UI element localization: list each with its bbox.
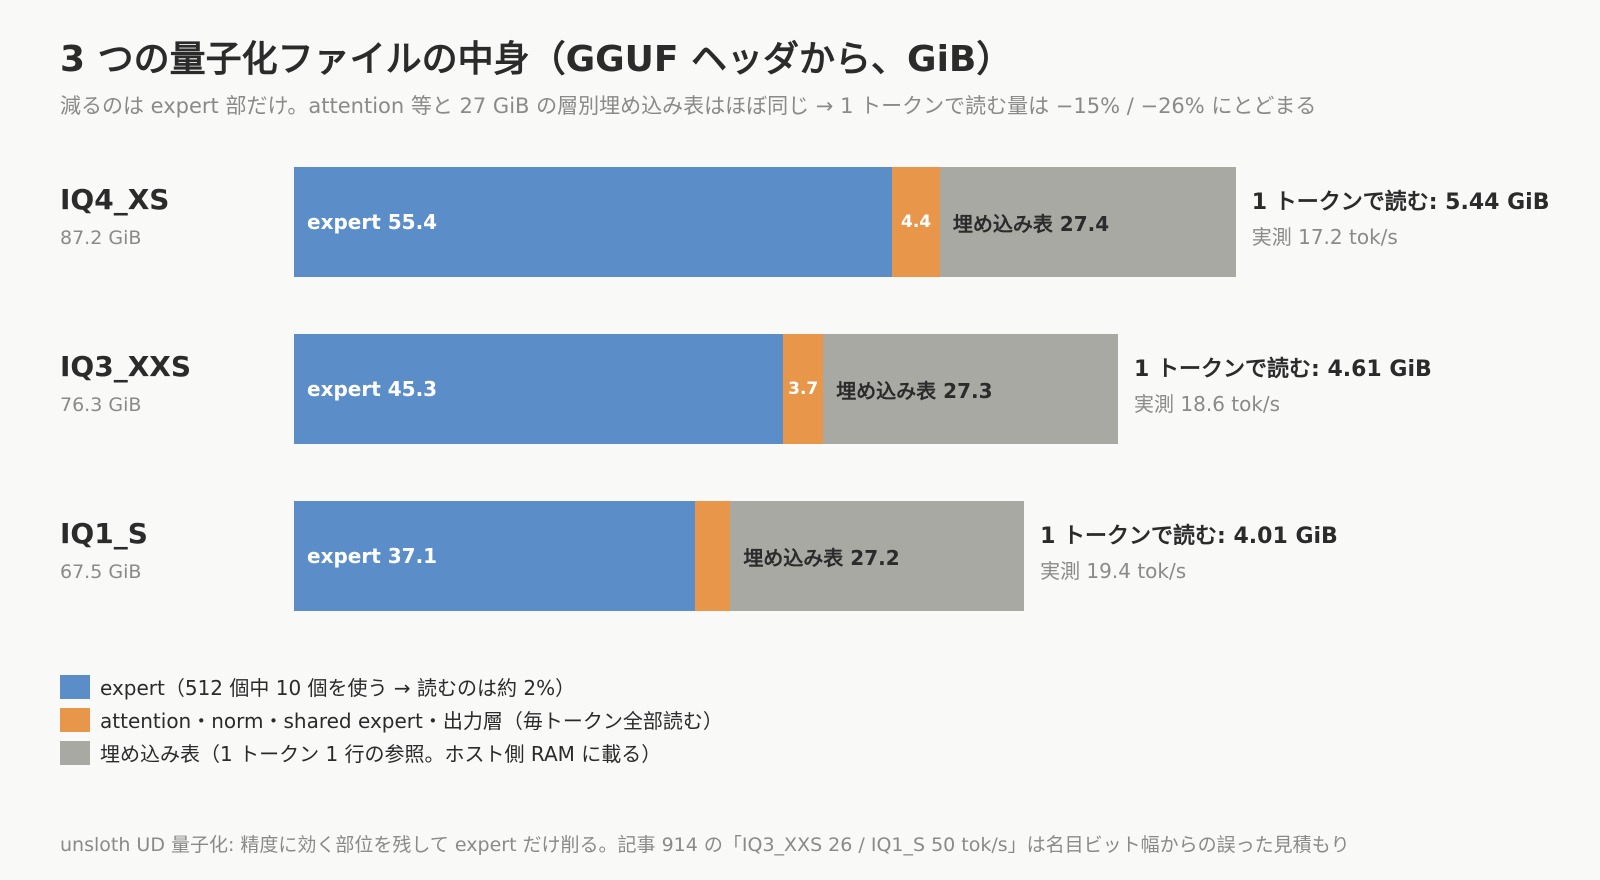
legend-label-embedding: 埋め込み表（1 トークン 1 行の参照。ホスト側 RAM に載る）: [100, 742, 662, 766]
measured-speed-iq3-xxs: 実測 18.6 tok/s: [1134, 392, 1281, 416]
row-size-iq1-s: 67.5 GiB: [60, 561, 142, 583]
measured-speed-iq4-xs: 実測 17.2 tok/s: [1251, 225, 1398, 249]
bar-label: 埋め込み表 27.2: [743, 545, 900, 570]
row-label-iq4-xs: IQ4_XS: [60, 183, 170, 216]
bar-label: expert 55.4: [307, 210, 438, 234]
bar-iq4-xs-embedding: 埋め込み表 27.4: [939, 167, 1236, 277]
row-size-iq3-xxs: 76.3 GiB: [60, 394, 142, 416]
legend-swatch-expert: [60, 674, 90, 699]
bar-label: 埋め込み表 27.4: [952, 211, 1110, 236]
bar-label: 3.7: [788, 379, 819, 399]
row-size-iq4-xs: 87.2 GiB: [60, 227, 142, 249]
chart-title: 3 つの量子化ファイルの中身（GGUF ヘッダから、GiB）: [60, 39, 1013, 80]
row-label-iq3-xxs: IQ3_XXS: [60, 350, 192, 383]
read-per-token-iq3-xxs: 1 トークンで読む: 4.61 GiB: [1134, 357, 1432, 382]
bar-label: expert 45.3: [307, 377, 438, 401]
bar-iq4-xs-attention: 4.4: [892, 167, 940, 277]
bar-iq4-xs-expert: expert 55.4: [294, 167, 893, 277]
bar-label: 埋め込み表 27.3: [836, 378, 993, 403]
legend-swatch-embedding: [60, 740, 90, 765]
read-per-token-iq4-xs: 1 トークンで読む: 5.44 GiB: [1251, 190, 1550, 215]
legend-label-expert: expert（512 個中 10 個を使う → 読むのは約 2%）: [100, 676, 576, 700]
bar-iq1-s-attention: [694, 501, 731, 611]
legend-item-embedding: 埋め込み表（1 トークン 1 行の参照。ホスト側 RAM に載る）: [60, 738, 661, 767]
bar-iq3-xxs-embedding: 埋め込み表 27.3: [823, 334, 1119, 444]
legend-item-attention: attention・norm・shared expert・出力層（毎トークン全部…: [60, 705, 723, 734]
bar-label: 4.4: [901, 212, 932, 232]
bar-iq3-xxs-expert: expert 45.3: [294, 334, 784, 444]
bar-iq3-xxs-attention: 3.7: [783, 334, 824, 444]
read-per-token-iq1-s: 1 トークンで読む: 4.01 GiB: [1040, 524, 1338, 549]
chart-subtitle: 減るのは expert 部だけ。attention 等と 27 GiB の層別埋…: [60, 94, 1317, 118]
legend-label-attention: attention・norm・shared expert・出力層（毎トークン全部…: [100, 709, 723, 733]
row-label-iq1-s: IQ1_S: [60, 517, 148, 550]
bar-iq1-s-embedding: 埋め込み表 27.2: [730, 501, 1025, 611]
bar-label: expert 37.1: [307, 544, 438, 568]
legend-swatch-attention: [60, 707, 90, 732]
footnote: unsloth UD 量子化: 精度に効く部位を残して expert だけ削る。…: [60, 834, 1350, 856]
bar-iq1-s-expert: expert 37.1: [294, 501, 695, 611]
measured-speed-iq1-s: 実測 19.4 tok/s: [1040, 559, 1187, 583]
legend-item-expert: expert（512 個中 10 個を使う → 読むのは約 2%）: [60, 672, 575, 701]
